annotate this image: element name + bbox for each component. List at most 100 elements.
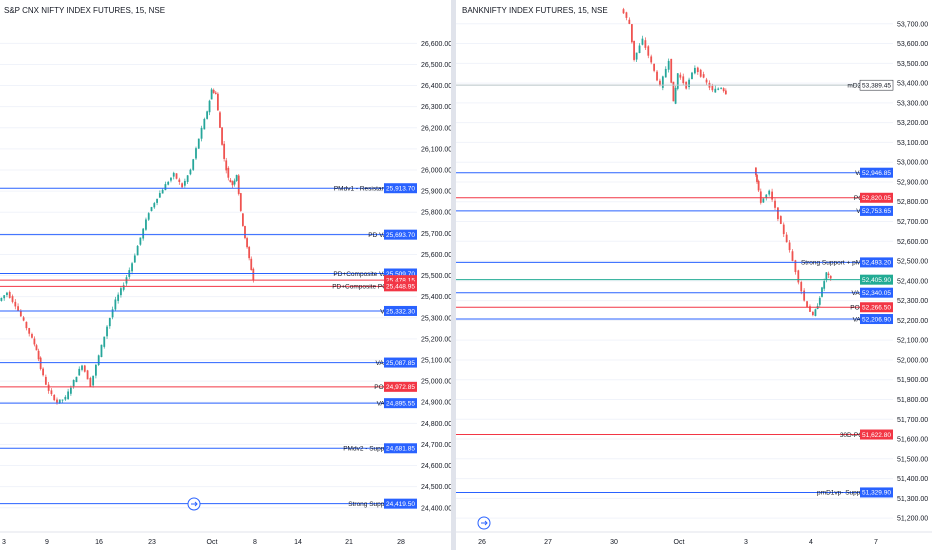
price-tick-label: 25,100.00	[421, 358, 452, 365]
candle-body	[225, 160, 228, 171]
candle-body	[688, 79, 690, 88]
candle-body	[221, 127, 223, 145]
price-tick-label: 25,900.00	[421, 189, 452, 196]
candle-body	[186, 175, 189, 182]
candle-body	[89, 377, 92, 387]
price-tick-label: 51,300.00	[897, 496, 928, 503]
candle-body	[120, 288, 122, 296]
level-price-badge	[860, 257, 893, 268]
candle-body	[69, 387, 72, 394]
nifty-time-axis[interactable]: 3 9 16 23 Oct 8 14 21 28	[0, 531, 451, 546]
candle-body	[672, 81, 675, 102]
candle-body	[252, 268, 255, 280]
nifty-price-axis[interactable]: 26,600.00 26,500.00 26,400.00 26,300.00 26,2…	[421, 41, 452, 512]
level-price-badge	[860, 429, 893, 440]
candle-body	[161, 189, 164, 194]
candle-body	[170, 177, 172, 181]
time-tick-label: 28	[397, 539, 405, 546]
level-name: PD+Composite POC	[332, 284, 392, 291]
candle-body	[142, 228, 145, 239]
candle-body	[81, 365, 83, 370]
candle-body	[656, 71, 658, 81]
time-tick-label: Oct	[207, 539, 218, 546]
level-price-badge	[384, 275, 417, 286]
candle-body	[17, 306, 19, 311]
candle-body	[58, 399, 61, 403]
candle-body	[172, 172, 175, 177]
candle-body	[702, 74, 705, 78]
price-tick-label: 52,300.00	[897, 298, 928, 305]
level-name: PD VAH	[368, 232, 392, 239]
banknifty-chart-panel[interactable]: BANKNIFTY INDEX FUTURES, 15, NSE mD2vp53…	[456, 6, 932, 546]
banknifty-levels: mD2vp53,389.45VAH52,946.85POC52,820.05VA…	[456, 79, 894, 498]
level-price-label: 51,622.80	[862, 432, 891, 439]
banknifty-jump-to-realtime-button[interactable]	[477, 516, 491, 530]
candle-body	[145, 219, 147, 230]
candle-body	[674, 87, 677, 104]
level-price-label: 52,753.65	[862, 208, 891, 215]
time-tick-label: 3	[2, 539, 6, 546]
candle-body	[97, 355, 100, 365]
level-name: Strong Support + pMvp	[801, 260, 868, 267]
candle-body	[189, 169, 192, 175]
nifty-jump-to-realtime-button[interactable]	[187, 497, 201, 511]
panel-divider[interactable]	[451, 0, 456, 550]
price-tick-label: 24,700.00	[421, 442, 452, 449]
candle-body	[650, 56, 653, 63]
price-tick-label: 53,000.00	[897, 160, 928, 167]
candle-body	[825, 272, 828, 280]
candle-body	[25, 321, 28, 329]
level-price-label: 24,681.85	[386, 446, 415, 453]
candle-body	[691, 72, 693, 79]
price-tick-label: 26,500.00	[421, 62, 452, 69]
level-price-label: 25,448.95	[386, 284, 415, 291]
candle-body	[771, 191, 773, 200]
price-tick-label: 53,300.00	[897, 100, 928, 107]
price-tick-label: 52,700.00	[897, 219, 928, 226]
candle-body	[78, 368, 81, 376]
candle-body	[147, 213, 150, 220]
time-tick-label: 23	[148, 539, 156, 546]
level-price-badge	[384, 268, 417, 279]
candle-body	[759, 191, 762, 203]
banknifty-price-axis[interactable]: 53,700.00 53,600.00 53,500.00 53,400.00 53,3…	[897, 21, 928, 522]
candle-body	[821, 287, 823, 297]
level-price-badge	[860, 274, 893, 285]
candle-body	[67, 391, 70, 400]
level-name: PD+Composite VAH	[333, 271, 392, 278]
candle-body	[108, 318, 111, 327]
candle-body	[192, 159, 195, 170]
candle-body	[14, 301, 17, 307]
level-name: VAH2	[376, 360, 393, 367]
banknifty-time-axis[interactable]: 26 27 30 Oct 3 4 7	[456, 531, 932, 546]
candle-body	[31, 334, 33, 338]
level-price-badge	[384, 281, 417, 292]
candle-body	[794, 260, 797, 273]
level-name: PMdv2 - Support	[343, 446, 392, 453]
level-price-label: 52,266.50	[862, 305, 891, 312]
price-tick-label: 52,200.00	[897, 318, 928, 325]
level-price-label: 25,087.85	[386, 360, 415, 367]
candle-body	[248, 246, 251, 259]
candle-body	[158, 193, 161, 198]
candle-body	[809, 306, 811, 312]
candle-body	[670, 58, 673, 83]
price-tick-label: 51,500.00	[897, 456, 928, 463]
price-tick-label: 24,900.00	[421, 400, 452, 407]
level-price-badge	[384, 381, 417, 392]
candle-body	[818, 297, 821, 305]
candle-body	[122, 285, 125, 290]
level-price-label: 25,332.30	[386, 308, 415, 315]
candle-body	[237, 175, 240, 194]
time-tick-label: 7	[874, 539, 878, 546]
candle-body	[823, 281, 826, 289]
candle-body	[638, 45, 641, 54]
candle-body	[696, 67, 699, 73]
nifty-chart-panel[interactable]: S&P CNX NIFTY INDEX FUTURES, 15, NSE PMd…	[0, 6, 452, 546]
candle-body	[635, 52, 638, 60]
nifty-chart-title: S&P CNX NIFTY INDEX FUTURES, 15, NSE	[4, 6, 165, 15]
candle-body	[682, 76, 685, 84]
price-tick-label: 53,400.00	[897, 81, 928, 88]
level-price-label: 52,820.05	[862, 195, 891, 202]
